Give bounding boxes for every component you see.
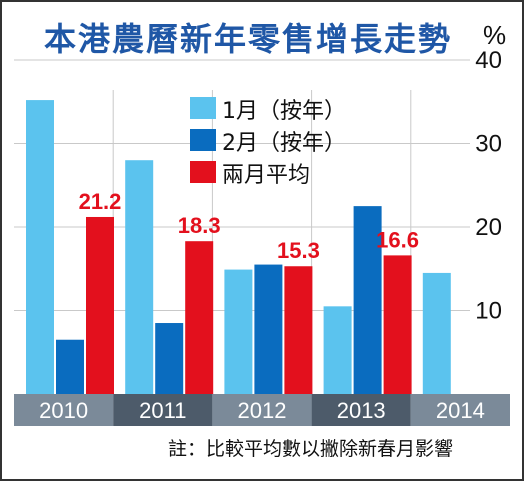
legend-label-jan: 1月（按年） [222, 99, 346, 124]
x-tick-label: 2012 [238, 398, 287, 423]
data-label: 16.6 [376, 227, 419, 252]
y-tick-label: 20 [475, 214, 502, 241]
bar-2-2010 [86, 216, 114, 394]
category-band [212, 394, 312, 426]
chart-title: 本港農曆新年零售增長走勢 [44, 20, 453, 58]
footnote: 註：比較平均數以撇除新春月影響 [168, 438, 454, 460]
data-label: 15.3 [277, 238, 320, 263]
data-label: 21.2 [79, 189, 122, 214]
bar-2-2012 [284, 266, 313, 394]
legend-swatch-jan [190, 97, 216, 119]
x-tick-label: 2014 [436, 398, 485, 423]
category-band [410, 394, 510, 426]
legend-label-feb: 2月（按年） [222, 131, 346, 156]
bar-1-2013 [353, 206, 382, 394]
bar-0-2014 [422, 272, 451, 394]
x-tick-label: 2011 [139, 398, 186, 423]
x-tick-label: 2013 [337, 398, 386, 423]
bar-1-2012 [254, 264, 283, 394]
bar-2-2013 [383, 255, 412, 394]
legend-swatch-avg [190, 161, 216, 183]
category-band [14, 394, 114, 426]
y-tick-label: 10 [475, 298, 502, 325]
category-band [113, 394, 213, 426]
legend-swatch-feb [190, 129, 216, 151]
bar-0-2010 [26, 100, 54, 394]
y-tick-label: 30 [475, 131, 502, 158]
bar-0-2013 [323, 306, 352, 394]
y-unit-label: % [483, 20, 507, 50]
bar-0-2011 [125, 160, 154, 394]
bar-2-2011 [185, 241, 214, 394]
bar-0-2012 [224, 269, 253, 394]
y-tick-label: 40 [475, 47, 502, 74]
legend-label-avg: 兩月平均 [222, 163, 311, 188]
bar-1-2010 [56, 339, 84, 394]
category-band [311, 394, 411, 426]
data-label: 18.3 [178, 213, 221, 238]
bar-1-2011 [155, 323, 184, 394]
x-tick-label: 2010 [39, 398, 88, 423]
